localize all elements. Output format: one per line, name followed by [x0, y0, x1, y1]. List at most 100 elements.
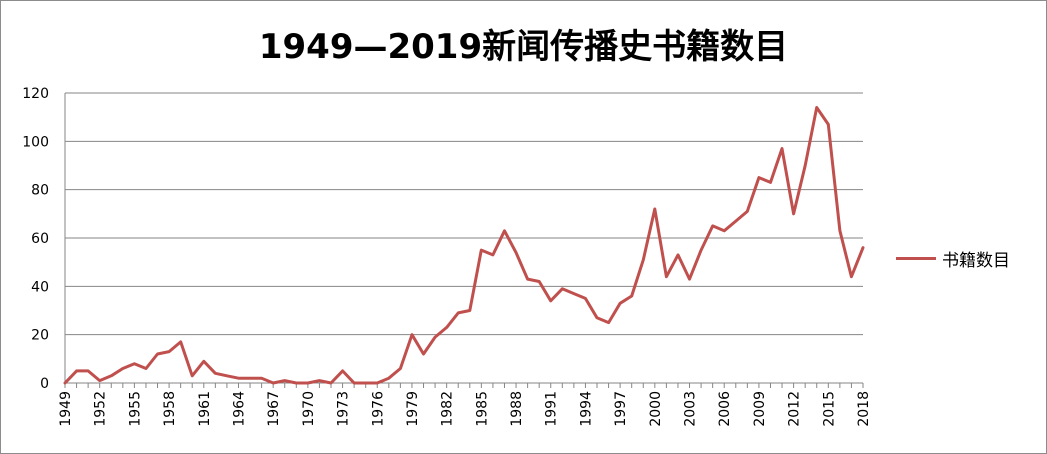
- x-tick-label-2015: 2015: [821, 391, 837, 427]
- data-point-1958: [168, 350, 171, 353]
- x-tick-label-1970: 1970: [301, 391, 317, 427]
- data-point-2003: [688, 278, 691, 281]
- data-point-1981: [434, 336, 437, 339]
- data-point-2011: [781, 147, 784, 150]
- series-line-书籍数目: [63, 106, 865, 385]
- y-tick-label-0: 0: [40, 376, 49, 392]
- data-point-1970: [306, 382, 309, 385]
- data-point-1986: [491, 253, 494, 256]
- x-tick-label-2003: 2003: [683, 391, 699, 427]
- x-tick-label-2012: 2012: [787, 391, 803, 427]
- data-point-1954: [121, 367, 124, 370]
- legend-label: 书籍数目: [942, 251, 1010, 271]
- data-point-1993: [572, 292, 575, 295]
- data-point-1968: [283, 379, 286, 382]
- data-point-1983: [457, 311, 460, 314]
- x-tick-label-1976: 1976: [370, 391, 386, 427]
- data-point-1957: [156, 353, 159, 356]
- data-point-2006: [723, 229, 726, 232]
- y-tick-label-40: 40: [31, 279, 49, 295]
- data-point-1991: [549, 299, 552, 302]
- y-tick-label-100: 100: [22, 134, 49, 150]
- data-point-1994: [584, 297, 587, 300]
- y-tick-label-20: 20: [31, 328, 49, 344]
- data-point-1977: [387, 377, 390, 380]
- x-tick-label-1997: 1997: [613, 391, 629, 427]
- data-point-1985: [480, 249, 483, 252]
- data-point-1956: [144, 367, 147, 370]
- data-point-1965: [249, 377, 252, 380]
- data-point-1984: [468, 309, 471, 312]
- data-point-1955: [133, 362, 136, 365]
- data-point-1996: [607, 321, 610, 324]
- data-point-1953: [110, 374, 113, 377]
- chart-title: 1949—2019新闻传播史书籍数目: [258, 27, 789, 67]
- data-point-1959: [179, 340, 182, 343]
- data-point-1990: [538, 280, 541, 283]
- data-point-2018: [862, 246, 865, 249]
- y-tick-label-80: 80: [31, 183, 49, 199]
- x-tick-label-1958: 1958: [162, 391, 178, 427]
- data-point-1998: [630, 295, 633, 298]
- y-tick-label-60: 60: [31, 231, 49, 247]
- data-point-1950: [75, 369, 78, 372]
- data-point-1979: [410, 333, 413, 336]
- x-tick-label-1961: 1961: [197, 391, 213, 427]
- data-point-1999: [642, 258, 645, 261]
- x-tick-label-2006: 2006: [717, 391, 733, 427]
- x-tick-label-1985: 1985: [474, 391, 490, 427]
- x-tick-label-1979: 1979: [405, 391, 421, 427]
- data-point-1962: [214, 372, 217, 375]
- data-point-1963: [225, 374, 228, 377]
- data-point-1951: [87, 369, 90, 372]
- data-point-1975: [364, 382, 367, 385]
- x-tick-label-1967: 1967: [266, 391, 282, 427]
- data-point-1974: [353, 382, 356, 385]
- data-point-1997: [619, 302, 622, 305]
- x-tick-label-1973: 1973: [336, 391, 352, 427]
- x-tick-label-1949: 1949: [58, 391, 74, 427]
- data-point-2008: [746, 210, 749, 213]
- data-point-1987: [503, 229, 506, 232]
- data-point-2010: [769, 181, 772, 184]
- x-tick-label-1955: 1955: [127, 391, 143, 427]
- data-point-2004: [700, 249, 703, 252]
- data-point-1973: [341, 369, 344, 372]
- legend: 书籍数目: [896, 246, 1010, 271]
- x-tick-label-1964: 1964: [231, 391, 247, 427]
- data-point-1980: [422, 353, 425, 356]
- x-tick-label-1994: 1994: [578, 391, 594, 427]
- data-point-1949: [64, 382, 67, 385]
- data-point-1995: [596, 316, 599, 319]
- x-tick-label-1988: 1988: [509, 391, 525, 427]
- data-point-1972: [330, 382, 333, 385]
- data-point-2017: [850, 275, 853, 278]
- x-tick-label-2000: 2000: [648, 391, 664, 427]
- data-point-2014: [815, 106, 818, 109]
- x-tick-label-1982: 1982: [440, 391, 456, 427]
- x-tick-label-2018: 2018: [856, 391, 872, 427]
- data-point-2000: [653, 208, 656, 211]
- data-point-1961: [202, 360, 205, 363]
- x-tick-label-1991: 1991: [544, 391, 560, 427]
- data-point-1966: [260, 377, 263, 380]
- legend-swatch: [896, 257, 936, 260]
- data-point-1992: [561, 287, 564, 290]
- data-point-2007: [734, 220, 737, 223]
- data-point-2016: [838, 229, 841, 232]
- data-point-1952: [98, 379, 101, 382]
- data-point-1982: [445, 326, 448, 329]
- data-point-2015: [827, 123, 830, 126]
- data-point-1967: [272, 382, 275, 385]
- data-point-2001: [665, 275, 668, 278]
- x-tick-label-1952: 1952: [93, 391, 109, 427]
- data-point-2013: [804, 164, 807, 167]
- data-point-1960: [191, 374, 194, 377]
- data-point-1971: [318, 379, 321, 382]
- x-tick-label-2009: 2009: [752, 391, 768, 427]
- data-point-1989: [526, 278, 529, 281]
- data-point-1964: [237, 377, 240, 380]
- data-point-1976: [376, 382, 379, 385]
